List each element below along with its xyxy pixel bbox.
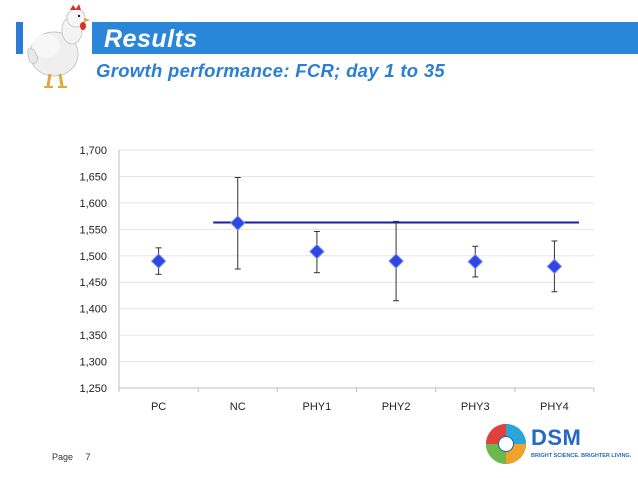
- slide-subtitle: Growth performance: FCR; day 1 to 35: [96, 60, 445, 81]
- series-layer: [150, 177, 563, 302]
- y-tick-label: 1,550: [79, 224, 107, 236]
- page-number: 7: [85, 452, 91, 462]
- y-tick-label: 1,400: [79, 304, 107, 316]
- data-point: [230, 215, 246, 231]
- data-point: [309, 243, 325, 260]
- slide-title: Results: [104, 25, 198, 53]
- y-tick-label: 1,300: [79, 357, 107, 369]
- data-point: [546, 258, 563, 275]
- x-tick-label: NC: [230, 401, 246, 413]
- y-tick-label: 1,700: [79, 145, 107, 157]
- y-tick-label: 1,500: [79, 251, 107, 263]
- dsm-logo: DSM BRIGHT SCIENCE. BRIGHTER LIVING.: [484, 422, 634, 468]
- chicken-image: [27, 4, 90, 88]
- y-tick-label: 1,650: [79, 171, 107, 183]
- data-point: [388, 253, 404, 269]
- x-tick-label: PHY4: [540, 401, 569, 413]
- label-layer: 1,250 1,300 1,350 1,400 1,450 1,500 1,550 1,600…: [79, 145, 568, 413]
- x-tick-label: PHY1: [303, 401, 332, 413]
- y-tick-label: 1,450: [79, 277, 107, 289]
- y-tick-label: 1,350: [79, 330, 107, 342]
- y-tick-label: 1,250: [79, 383, 107, 395]
- page-label: Page: [52, 452, 74, 462]
- axis-layer: [118, 150, 595, 392]
- header-accent-bar: [16, 22, 23, 54]
- page-footer: Page 7: [52, 452, 101, 462]
- x-tick-label: PC: [151, 401, 166, 413]
- dsm-name: DSM: [531, 425, 582, 450]
- dsm-emblem-icon: [486, 424, 526, 464]
- data-point: [467, 253, 483, 270]
- grid-layer: [119, 149, 594, 363]
- dsm-tagline: BRIGHT SCIENCE. BRIGHTER LIVING.: [531, 453, 632, 459]
- header-bar: [92, 22, 638, 54]
- y-tick-label: 1,600: [79, 198, 107, 210]
- x-tick-label: PHY3: [461, 401, 490, 413]
- data-point: [150, 253, 167, 269]
- x-tick-label: PHY2: [382, 401, 411, 413]
